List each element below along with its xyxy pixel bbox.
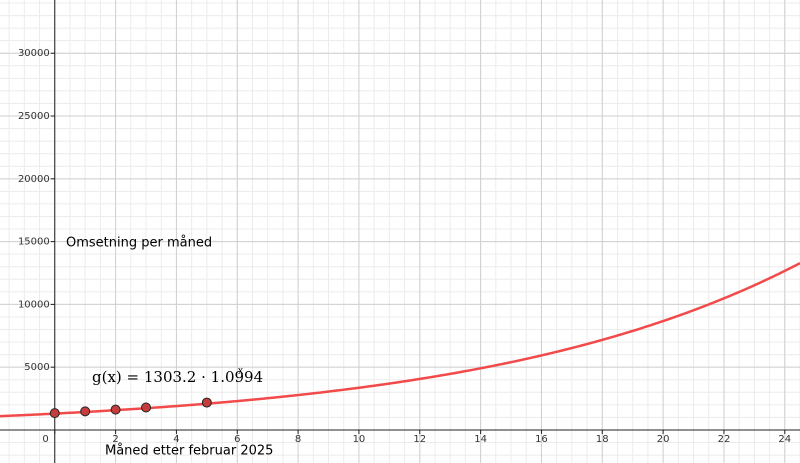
x-tick-label: 24 bbox=[778, 434, 791, 445]
function-exponent: x bbox=[238, 367, 243, 377]
function-curve bbox=[0, 262, 800, 418]
x-tick-label: 18 bbox=[596, 434, 609, 445]
x-tick-label: 4 bbox=[173, 434, 179, 445]
x-tick-label: 6 bbox=[234, 434, 240, 445]
data-point bbox=[110, 404, 121, 415]
x-tick-label: 22 bbox=[718, 434, 731, 445]
x-tick-label: 8 bbox=[295, 434, 301, 445]
y-tick-label: 5000 bbox=[24, 362, 49, 373]
x-tick-label: 10 bbox=[353, 434, 366, 445]
x-tick-label: 0 bbox=[42, 434, 48, 445]
x-tick-label: 16 bbox=[535, 434, 548, 445]
x-tick-label: 14 bbox=[474, 434, 487, 445]
function-label: g(x) = 1303.2 · 1.0994 bbox=[92, 368, 263, 386]
y-tick-label: 15000 bbox=[18, 237, 50, 248]
x-tick-label: 12 bbox=[413, 434, 426, 445]
data-point bbox=[201, 397, 212, 408]
data-point bbox=[141, 402, 152, 413]
x-axis-label: Måned etter februar 2025 bbox=[105, 444, 273, 459]
plot bbox=[0, 262, 800, 419]
y-tick-label: 10000 bbox=[18, 299, 50, 310]
y-tick-label: 20000 bbox=[18, 174, 50, 185]
data-point bbox=[49, 408, 60, 419]
data-point bbox=[80, 406, 91, 417]
y-tick-label: 25000 bbox=[18, 111, 50, 122]
x-tick-label: 20 bbox=[657, 434, 670, 445]
y-tick-label: 30000 bbox=[18, 48, 50, 59]
x-tick-label: 2 bbox=[112, 434, 118, 445]
y-axis-label: Omsetning per måned bbox=[66, 236, 212, 251]
